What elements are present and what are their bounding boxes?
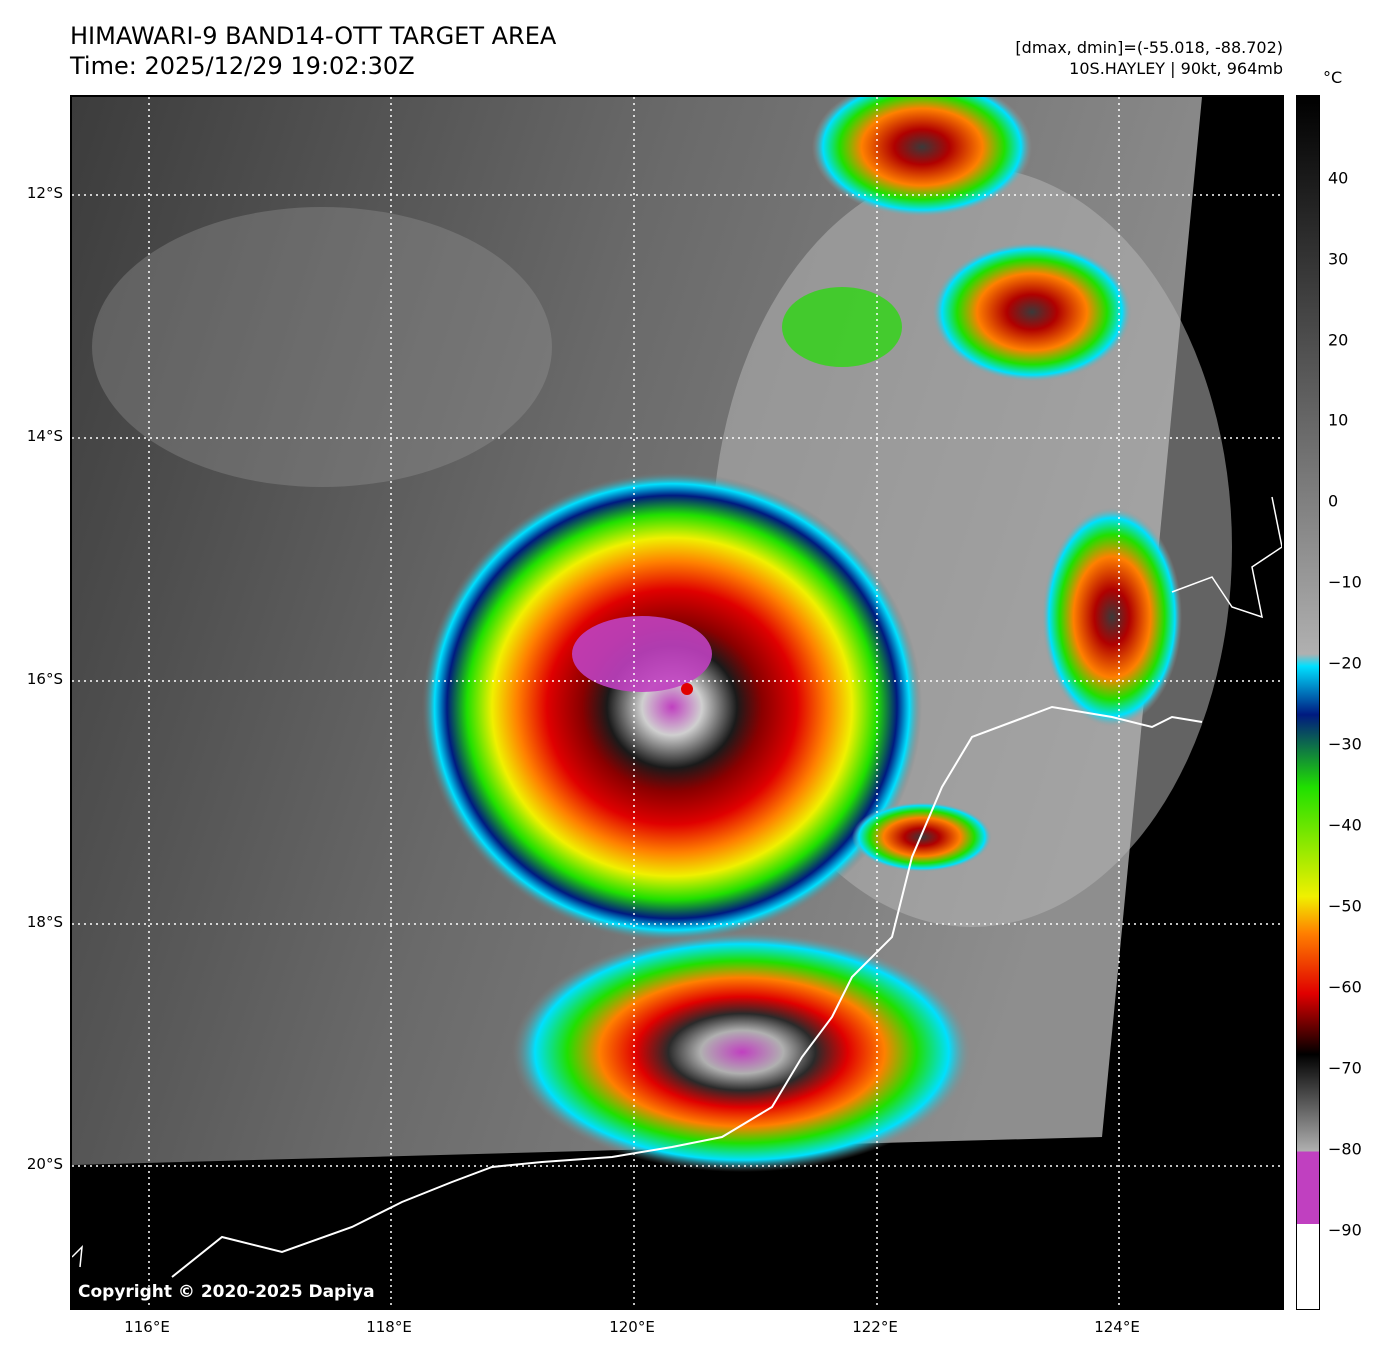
cold-cloud-top [572,616,712,692]
colorbar-label: −50 [1328,896,1362,916]
east-cell-2 [852,802,992,872]
lat-label-18s: 18°S [26,913,63,931]
lon-label-122e: 122°E [852,1318,898,1336]
dmax-dmin-readout: [dmax, dmin]=(-55.018, -88.702) [1015,38,1283,57]
colorbar-label: −20 [1328,653,1362,673]
lon-label-118e: 118°E [366,1318,412,1336]
image-time: Time: 2025/12/29 19:02:30Z [70,52,415,80]
colorbar-label: −70 [1328,1058,1362,1078]
colorbar-label: −90 [1328,1220,1362,1240]
north-cell-1 [812,97,1032,217]
cyclone-hayley [422,472,922,942]
cloud-field-north [92,207,552,487]
lat-label-16s: 16°S [26,670,63,688]
colorbar-label: −10 [1328,572,1362,592]
colorbar-label: −30 [1328,734,1362,754]
colorbar-label: 20 [1328,330,1349,350]
graticule [72,97,1282,1308]
east-cell [1042,507,1182,727]
lon-label-124e: 124°E [1094,1318,1140,1336]
coastline-kimberley [1171,496,1282,619]
colorbar-label: −80 [1328,1139,1362,1159]
lon-label-116e: 116°E [124,1318,170,1336]
coastline [171,705,1203,1278]
coastline-west [72,1244,83,1268]
colorbar-label: −40 [1328,815,1362,835]
satellite-map: Copyright © 2020-2025 Dapiya [70,95,1284,1310]
lat-label-12s: 12°S [26,184,63,202]
colorbar-label: 10 [1328,410,1349,430]
lon-label-120e: 120°E [609,1318,655,1336]
colorbar-label: 40 [1328,168,1349,188]
north-cell-2 [932,242,1132,382]
north-cell-3 [782,287,902,367]
satellite-imagery [72,97,1282,1308]
temperature-colorbar [1296,95,1320,1310]
eye-feature [681,683,693,695]
colorbar-unit: °C [1323,68,1343,87]
image-title: HIMAWARI-9 BAND14-OTT TARGET AREA [70,22,557,50]
colorbar-label: 30 [1328,249,1349,269]
copyright-notice: Copyright © 2020-2025 Dapiya [78,1282,375,1302]
southern-convection [512,932,972,1172]
storm-info: 10S.HAYLEY | 90kt, 964mb [1069,59,1283,78]
lat-label-20s: 20°S [26,1155,63,1173]
colorbar-label: −60 [1328,977,1362,997]
lat-label-14s: 14°S [26,427,63,445]
colorbar-label: 0 [1328,491,1339,511]
